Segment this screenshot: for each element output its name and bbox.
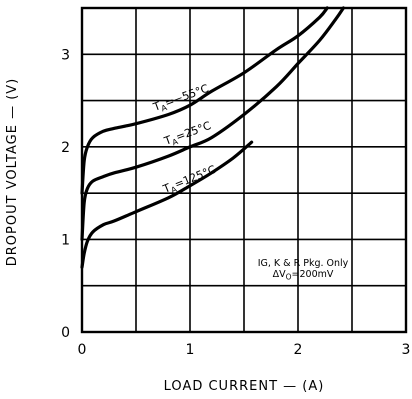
x-tick-label: 0	[78, 342, 87, 358]
x-axis-label: LOAD CURRENT — (A)	[164, 379, 325, 394]
series-label-25: TA=25°C	[162, 119, 214, 150]
x-tick-label: 3	[402, 342, 411, 358]
x-tick-label: 1	[186, 342, 195, 358]
plot-frame	[80, 6, 408, 334]
y-tick-labels: 0 1 2 3	[61, 47, 70, 341]
y-axis-label: DROPOUT VOLTAGE — (V)	[5, 78, 20, 266]
y-tick-label: 3	[61, 47, 70, 63]
y-tick-label: 0	[61, 325, 70, 341]
y-tick-label: 1	[61, 232, 70, 248]
x-tick-label: 2	[294, 342, 303, 358]
y-tick-label: 2	[61, 140, 70, 156]
package-note: IG, K & R Pkg. Only	[258, 258, 349, 269]
series-line-125	[80, 140, 254, 269]
x-tick-labels: 0 1 2 3	[78, 342, 411, 358]
series-line-25	[80, 6, 345, 241]
series-line-minus55	[80, 6, 329, 195]
delta-vo-note: ΔVO=200mV	[273, 269, 334, 282]
series-curves	[80, 6, 345, 269]
